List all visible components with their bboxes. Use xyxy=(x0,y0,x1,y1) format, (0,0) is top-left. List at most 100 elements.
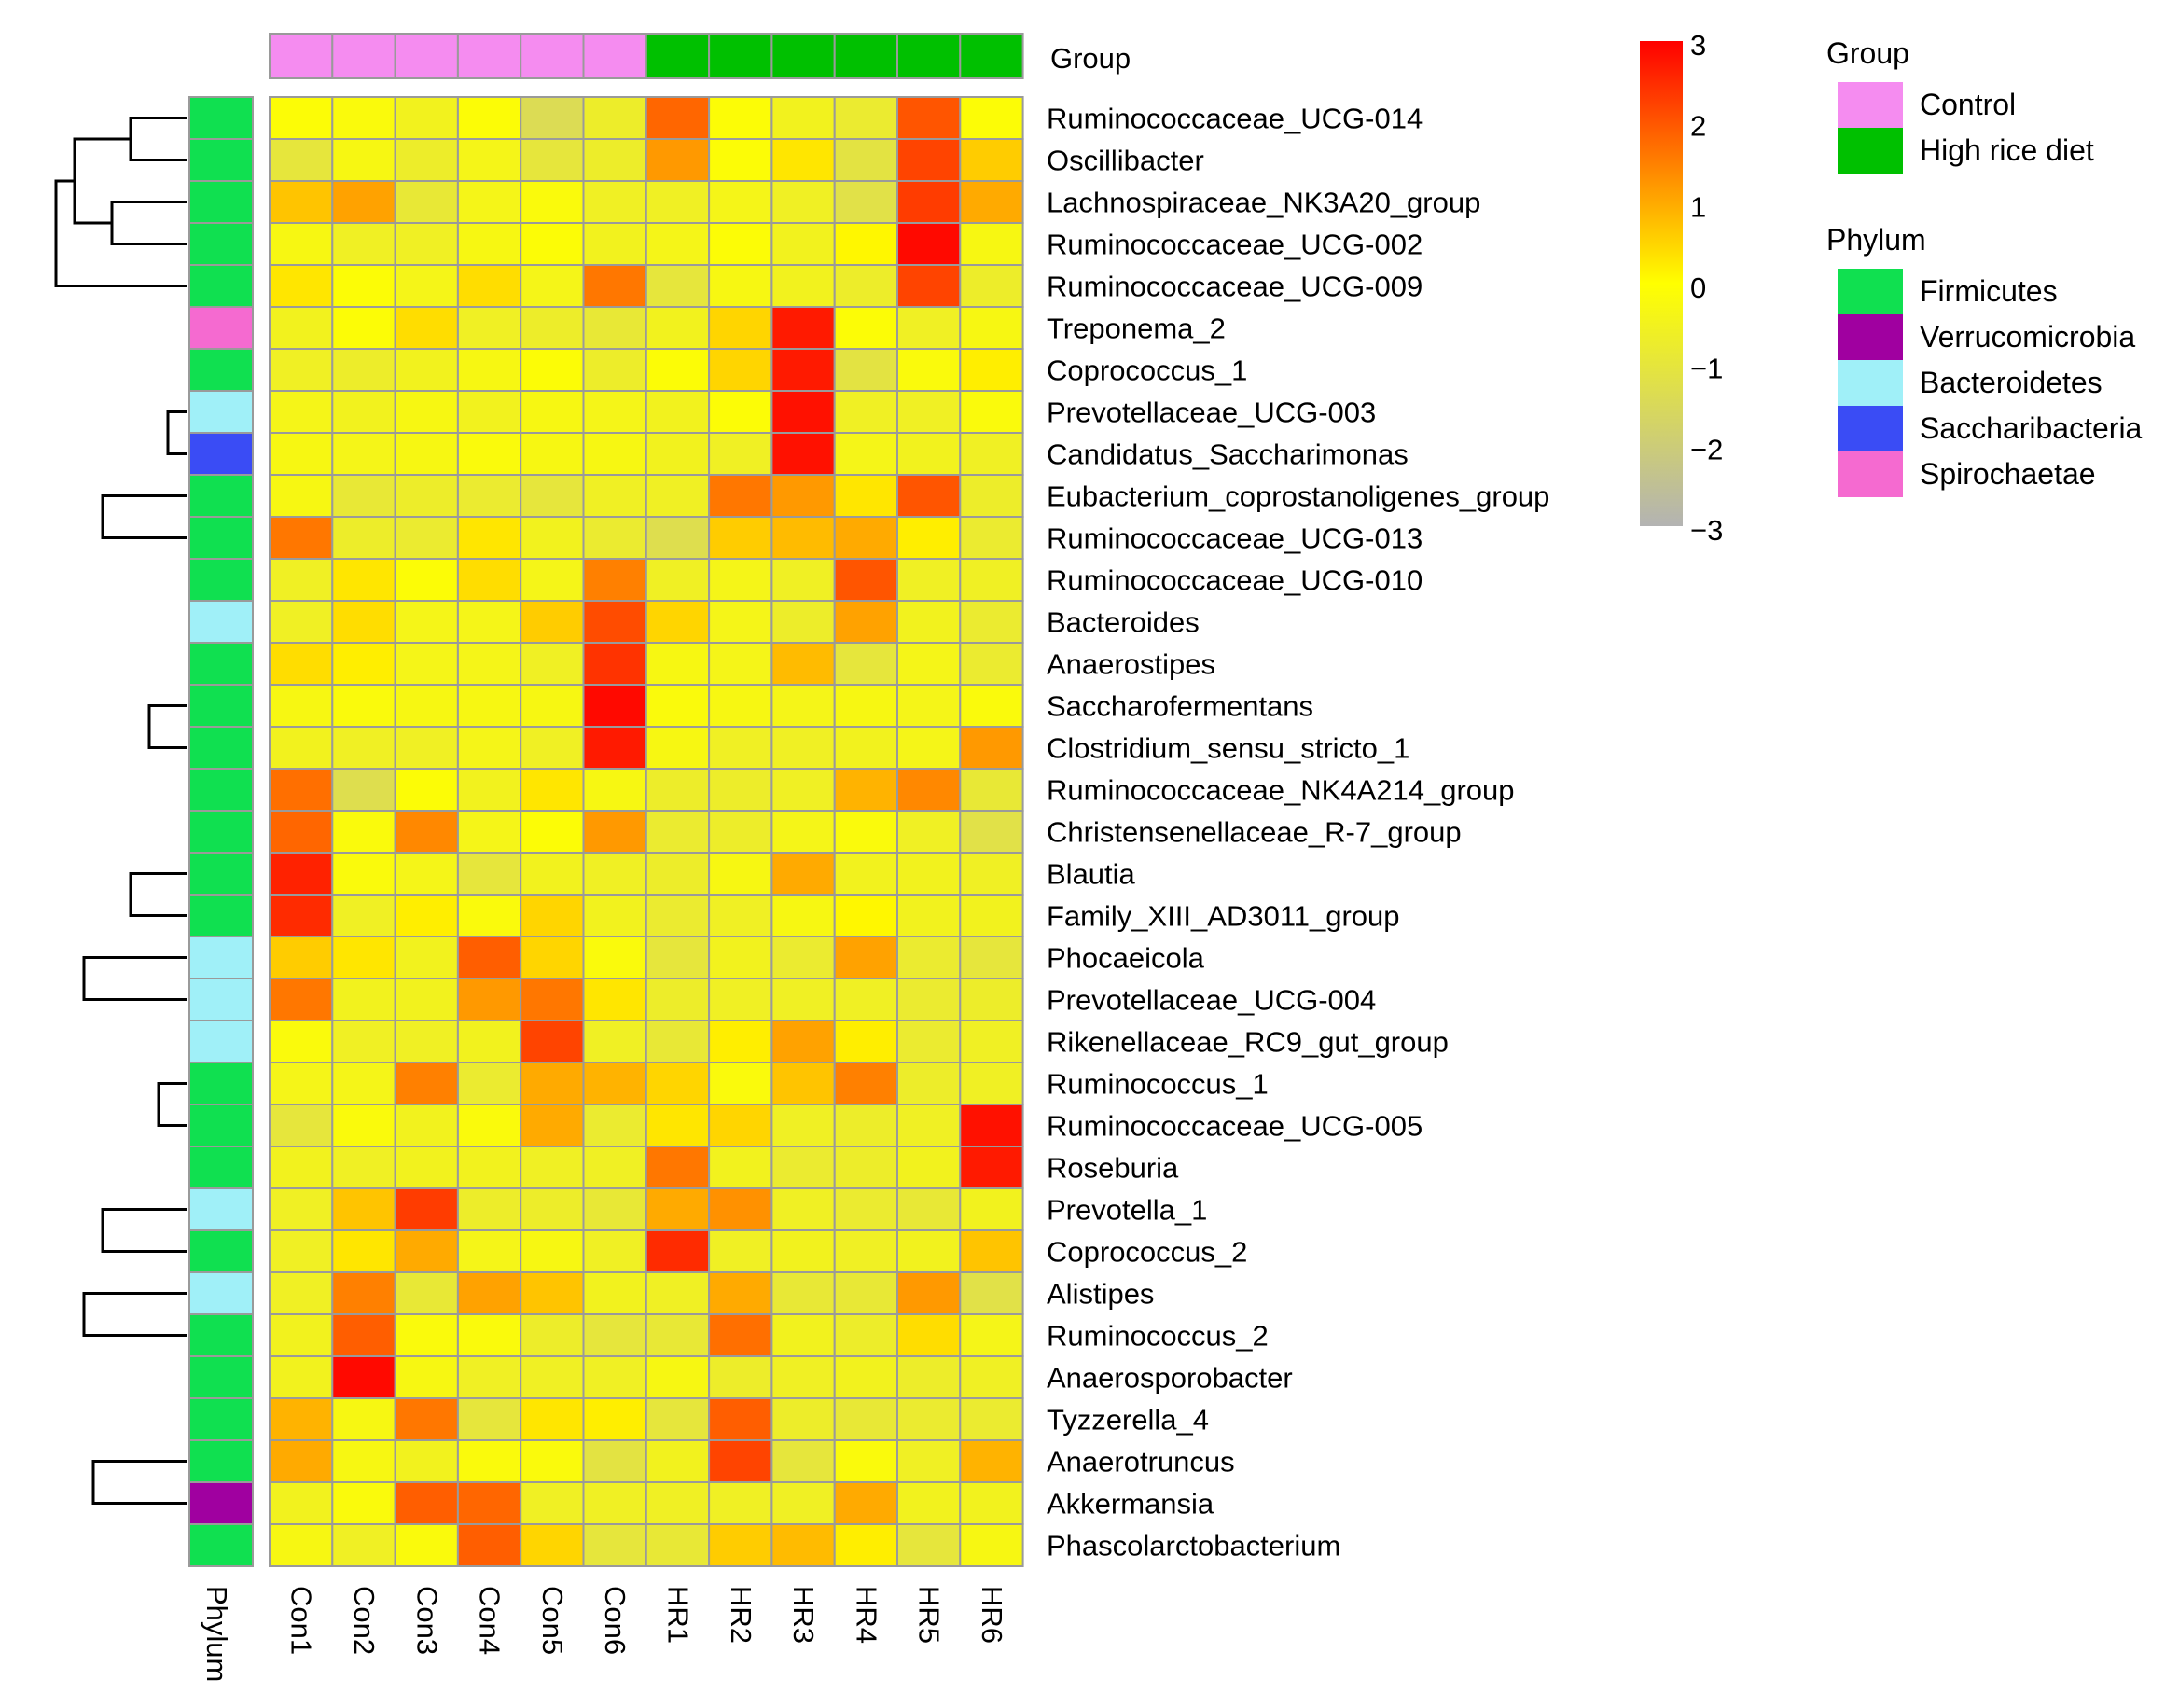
heatmap-cell xyxy=(896,1355,962,1399)
heatmap-cell xyxy=(394,1229,459,1273)
heatmap-cell xyxy=(520,894,585,937)
heatmap-cell xyxy=(269,1229,334,1273)
column-label: Con3 xyxy=(410,1586,443,1655)
heatmap-cell xyxy=(770,1313,836,1357)
row-labels: Ruminococcaceae_UCG-014 Oscillibacter Lach… xyxy=(1047,103,1549,1562)
heatmap-cell xyxy=(770,1104,836,1147)
heatmap-cell xyxy=(582,852,647,896)
heatmap-cell xyxy=(645,390,711,434)
heatmap-cell xyxy=(896,1062,962,1105)
legend-swatch xyxy=(1838,406,1903,451)
heatmap-cell xyxy=(645,1104,711,1147)
heatmap-cell xyxy=(582,1523,647,1567)
heatmap-cell xyxy=(456,432,522,476)
phylum-annotation-cell xyxy=(188,1104,254,1147)
dendrogram-branch xyxy=(166,410,187,455)
heatmap-cell xyxy=(708,1020,773,1063)
heatmap-cell xyxy=(456,1062,522,1105)
heatmap-cell xyxy=(582,1020,647,1063)
heatmap-cell xyxy=(645,432,711,476)
heatmap-cell xyxy=(770,936,836,979)
heatmap-cell xyxy=(959,1481,1024,1525)
heatmap-cell xyxy=(394,600,459,644)
heatmap-cell xyxy=(394,1397,459,1441)
heatmap-cell xyxy=(520,1355,585,1399)
heatmap-cell xyxy=(959,1397,1024,1441)
heatmap-cell xyxy=(959,1523,1024,1567)
heatmap-cell xyxy=(770,222,836,266)
heatmap-cell xyxy=(520,852,585,896)
heatmap-cell xyxy=(959,726,1024,770)
heatmap-cell xyxy=(456,1146,522,1189)
heatmap-cell xyxy=(456,600,522,644)
row-label: Eubacterium_coprostanoligenes_group xyxy=(1047,480,1549,513)
heatmap-cell xyxy=(770,1146,836,1189)
heatmap-cell xyxy=(896,852,962,896)
heatmap-cell xyxy=(708,264,773,308)
heatmap-cell xyxy=(269,810,334,854)
row-label: Akkermansia xyxy=(1047,1488,1214,1521)
heatmap-cell xyxy=(394,1523,459,1567)
phylum-annotation-cell xyxy=(188,180,254,224)
heatmap-cell xyxy=(645,1062,711,1105)
heatmap-cell xyxy=(394,1439,459,1483)
heatmap-cell xyxy=(959,1313,1024,1357)
group-annotation-cell xyxy=(456,33,522,79)
heatmap-cell xyxy=(269,600,334,644)
heatmap-cell xyxy=(456,138,522,182)
heatmap-cell xyxy=(582,894,647,937)
heatmap-cell xyxy=(833,1523,899,1567)
heatmap-cell xyxy=(269,96,334,140)
group-annotation-cell xyxy=(896,33,962,79)
heatmap-cell xyxy=(582,558,647,602)
heatmap-cell xyxy=(394,1481,459,1525)
row-label: Phascolarctobacterium xyxy=(1047,1530,1340,1562)
heatmap-cell xyxy=(959,432,1024,476)
heatmap-cell xyxy=(520,1313,585,1357)
heatmap-cell xyxy=(520,138,585,182)
heatmap-cell xyxy=(896,516,962,560)
heatmap-cell xyxy=(833,1397,899,1441)
category-legends: Group Control High rice diet Phylum Firmicut… xyxy=(1826,36,2143,497)
row-label: Anaerotruncus xyxy=(1047,1446,1235,1479)
heatmap-cell xyxy=(833,1229,899,1273)
heatmap-cell xyxy=(645,96,711,140)
heatmap-cell xyxy=(770,1523,836,1567)
heatmap-cell xyxy=(331,1104,396,1147)
heatmap-cell xyxy=(833,894,899,937)
heatmap-cell xyxy=(770,474,836,518)
heatmap-cell xyxy=(896,978,962,1021)
row-label: Lachnospiraceae_NK3A20_group xyxy=(1047,187,1480,219)
heatmap-cell xyxy=(394,810,459,854)
heatmap-cell xyxy=(959,894,1024,937)
row-label: Prevotellaceae_UCG-004 xyxy=(1047,984,1376,1017)
heatmap-cell xyxy=(394,1355,459,1399)
heatmap-cell xyxy=(394,768,459,812)
heatmap-cell xyxy=(456,1439,522,1483)
heatmap-cell xyxy=(394,642,459,686)
dendrogram-branch xyxy=(129,872,187,917)
legend-item-label: Saccharibacteria xyxy=(1920,411,2143,445)
heatmap-cell xyxy=(269,558,334,602)
heatmap-cell xyxy=(269,474,334,518)
heatmap-cell xyxy=(331,978,396,1021)
heatmap-cell xyxy=(833,1313,899,1357)
dendrogram-branch xyxy=(82,1292,187,1337)
heatmap-cell xyxy=(456,642,522,686)
heatmap-cell xyxy=(520,1187,585,1231)
heatmap-cell xyxy=(269,642,334,686)
phylum-annotation-cell xyxy=(188,1146,254,1189)
heatmap-cell xyxy=(770,138,836,182)
heatmap-cell xyxy=(331,1146,396,1189)
legend-swatch xyxy=(1838,451,1903,497)
phylum-annotation-cell xyxy=(188,474,254,518)
heatmap-cell xyxy=(959,1439,1024,1483)
phylum-annotation-cell xyxy=(188,1439,254,1483)
heatmap-cell xyxy=(269,390,334,434)
heatmap-cell xyxy=(645,894,711,937)
heatmap-cell xyxy=(582,390,647,434)
dendrogram-branch xyxy=(157,1082,187,1127)
phylum-annotation-cell xyxy=(188,852,254,896)
heatmap-cell xyxy=(645,558,711,602)
